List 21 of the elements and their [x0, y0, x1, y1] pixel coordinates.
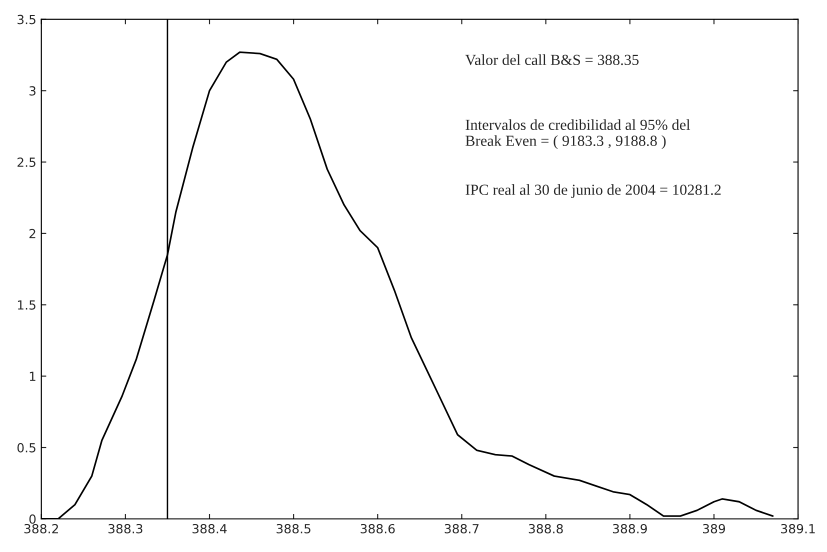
- y-tick-label: 3.5: [18, 14, 36, 24]
- x-tick-label: 388.6: [360, 524, 395, 534]
- x-tick-label: 388.5: [276, 524, 310, 534]
- y-tick-label: 2.5: [18, 158, 36, 167]
- x-tick-label: 388.4: [192, 524, 227, 534]
- x-tick-label: 389: [703, 524, 726, 534]
- y-tick-label: 1.5: [18, 300, 36, 310]
- y-tick-label: 2: [29, 228, 36, 238]
- x-tick-label: 389.1: [781, 524, 815, 534]
- annotation: Valor del call B&S = 388.35: [465, 54, 639, 66]
- x-tick-label: 388.9: [612, 524, 647, 534]
- x-tick-label: 388.8: [528, 524, 563, 534]
- x-tick-label: 388.7: [444, 524, 479, 534]
- y-tick-label: 1: [30, 372, 36, 381]
- x-tick-label: 388.2: [24, 524, 58, 534]
- y-tick-label: 3: [29, 86, 36, 96]
- x-tick-label: 388.3: [108, 524, 142, 534]
- y-tick-label: 0: [29, 514, 36, 524]
- y-tick-label: 0.5: [17, 442, 36, 452]
- annotation: IPC real al 30 de junio de 2004 = 10281.2: [466, 184, 721, 198]
- annotation: Intervalos de credibilidad al 95% del Break Even = ( 9183.3 , 9188.8 ): [466, 119, 690, 150]
